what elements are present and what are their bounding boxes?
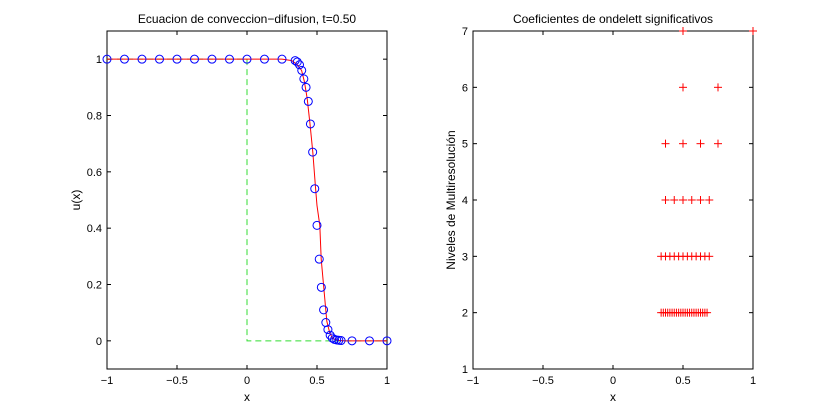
axis-ticks: −1 −0.5 0 0.5 1 1 2 3 4 5 6 7 [462, 26, 756, 387]
data-point-circle [314, 254, 324, 264]
data-point-circle [319, 305, 329, 315]
y-tick-label: 3 [462, 251, 468, 263]
data-point-circle [172, 54, 182, 64]
data-point-circle [207, 54, 217, 64]
axis-ticks: −1 −0.5 0 0.5 1 0 0.2 0.4 0.6 0.8 1 [87, 31, 390, 387]
series-line-solid [107, 58, 387, 342]
x-tick-label: 1 [384, 375, 390, 387]
data-point-plus [679, 139, 687, 148]
x-tick-label: −0.5 [166, 375, 188, 387]
data-point-plus [696, 139, 705, 148]
x-axis-label: x [610, 390, 616, 404]
data-point-plus [679, 196, 687, 204]
data-point-plus [661, 139, 670, 148]
data-point-circle [277, 54, 287, 64]
y-tick-label: 0 [96, 336, 102, 348]
data-point-circle [308, 147, 318, 157]
y-tick-label: 0.8 [87, 111, 102, 123]
data-point-circle [310, 184, 320, 194]
data-point-plus [703, 308, 712, 317]
y-tick-label: 1 [462, 364, 468, 376]
data-point-plus [705, 196, 714, 204]
y-axis-label: u(x) [69, 190, 83, 211]
x-tick-label: 1 [750, 375, 756, 387]
data-point-plus [670, 196, 679, 204]
data-point-plus [679, 27, 687, 35]
x-tick-label: −0.5 [532, 375, 554, 387]
x-tick-label: −1 [101, 375, 114, 387]
y-tick-label: 4 [462, 195, 468, 207]
y-tick-label: 0.2 [87, 280, 102, 292]
data-point-plus [679, 83, 687, 92]
x-tick-label: 0 [244, 375, 250, 387]
y-tick-label: 2 [462, 308, 468, 320]
data-point-plus [714, 139, 722, 148]
y-tick-label: 0.6 [87, 167, 102, 179]
data-point-circle [301, 82, 311, 92]
data-point-plus [749, 27, 757, 35]
y-tick-label: 1 [96, 54, 102, 66]
y-tick-label: 5 [462, 139, 468, 151]
data-point-circle [299, 74, 309, 84]
chart-wavelet-coefficients: −1 −0.5 0 0.5 1 1 2 3 4 5 6 7 Coeficientes de ondel… [444, 12, 757, 404]
chart-convection-diffusion: −1 −0.5 0 0.5 1 0 0.2 0.4 0.6 0.8 1 Ecuacion de co… [69, 12, 392, 404]
y-tick-label: 7 [462, 26, 468, 38]
data-point-circle [365, 336, 374, 346]
series-layer [102, 54, 392, 346]
x-tick-label: −1 [467, 375, 480, 387]
data-point-circle [312, 220, 322, 230]
data-point-circle [295, 60, 304, 70]
data-point-circle [297, 65, 307, 75]
data-point-circle [316, 282, 326, 292]
data-point-circle [292, 57, 302, 67]
data-point-circle [303, 96, 313, 106]
data-point-circle [327, 333, 337, 343]
chart-title: Ecuacion de conveccion−difusion, t=0.50 [138, 12, 356, 26]
data-point-plus [696, 196, 705, 204]
y-tick-label: 6 [462, 82, 468, 94]
data-point-plus [714, 83, 722, 92]
data-point-circle [190, 54, 199, 64]
data-point-circle [225, 54, 234, 64]
y-tick-label: 0.4 [87, 223, 102, 235]
series-layer [657, 27, 757, 317]
data-point-circle [382, 336, 392, 346]
data-point-circle [137, 54, 147, 64]
x-tick-label: 0 [610, 375, 616, 387]
y-axis-label: Niveles de Multiresolución [444, 130, 458, 269]
data-point-plus [705, 252, 714, 261]
x-tick-label: 0.5 [309, 375, 324, 387]
data-point-circle [155, 54, 164, 64]
data-point-circle [102, 54, 112, 64]
x-tick-label: 0.5 [675, 375, 690, 387]
data-point-plus [687, 196, 696, 204]
data-point-circle [260, 54, 269, 64]
data-point-circle [336, 336, 346, 346]
data-point-circle [120, 54, 129, 64]
data-point-circle [323, 325, 333, 335]
data-point-circle [347, 336, 357, 346]
data-point-circle [305, 119, 315, 129]
data-point-plus [661, 196, 670, 204]
x-axis-label: x [244, 390, 250, 404]
data-point-circle [242, 54, 252, 64]
chart-title: Coeficientes de ondelett significativos [513, 12, 713, 26]
